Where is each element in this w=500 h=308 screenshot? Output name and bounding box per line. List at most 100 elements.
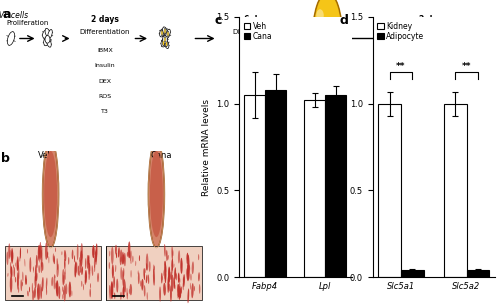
Text: 2 days: 2 days [91, 15, 119, 24]
Ellipse shape [128, 241, 130, 258]
Ellipse shape [170, 286, 172, 302]
Text: b: b [1, 152, 10, 165]
Ellipse shape [162, 36, 168, 43]
Ellipse shape [78, 265, 79, 276]
Ellipse shape [46, 38, 51, 47]
Ellipse shape [164, 244, 166, 257]
Ellipse shape [65, 269, 66, 274]
Bar [4, 246, 101, 300]
Ellipse shape [15, 277, 16, 282]
Text: d: d [340, 14, 348, 27]
Ellipse shape [146, 292, 148, 300]
Ellipse shape [118, 247, 120, 257]
Ellipse shape [168, 275, 169, 293]
Ellipse shape [154, 266, 155, 270]
Ellipse shape [130, 270, 132, 278]
Ellipse shape [149, 261, 150, 272]
Ellipse shape [148, 274, 149, 284]
Ellipse shape [27, 249, 28, 253]
Circle shape [164, 29, 166, 33]
Ellipse shape [114, 292, 116, 299]
Ellipse shape [188, 264, 190, 280]
Ellipse shape [163, 283, 166, 296]
Ellipse shape [40, 242, 42, 260]
Text: T3: T3 [254, 63, 262, 68]
Ellipse shape [188, 288, 189, 303]
Ellipse shape [188, 263, 190, 274]
Ellipse shape [89, 263, 90, 271]
Ellipse shape [183, 274, 185, 287]
Text: treatment: treatment [415, 45, 450, 51]
Ellipse shape [26, 278, 27, 285]
Ellipse shape [56, 264, 59, 277]
Ellipse shape [63, 275, 64, 285]
Circle shape [164, 37, 166, 42]
Ellipse shape [109, 285, 111, 300]
Ellipse shape [130, 284, 132, 295]
Ellipse shape [90, 288, 91, 297]
Text: Canagliflozin: Canagliflozin [410, 29, 455, 35]
Bar [265, 90, 286, 277]
Ellipse shape [45, 28, 50, 37]
Ellipse shape [32, 290, 34, 301]
Ellipse shape [41, 286, 42, 299]
Circle shape [148, 140, 164, 248]
Ellipse shape [161, 39, 166, 47]
Ellipse shape [40, 249, 42, 267]
Ellipse shape [174, 267, 176, 280]
Bar [466, 270, 489, 277]
Ellipse shape [88, 255, 90, 265]
Ellipse shape [52, 253, 54, 262]
Ellipse shape [126, 288, 128, 296]
Text: a: a [2, 8, 11, 21]
Ellipse shape [74, 261, 76, 278]
Ellipse shape [122, 270, 124, 287]
Circle shape [312, 0, 342, 85]
Ellipse shape [166, 250, 168, 261]
Ellipse shape [178, 272, 180, 282]
Ellipse shape [115, 265, 116, 272]
Ellipse shape [42, 277, 43, 292]
Ellipse shape [24, 259, 25, 267]
Ellipse shape [115, 245, 117, 254]
Text: 2 days: 2 days [418, 15, 446, 24]
Ellipse shape [164, 272, 166, 283]
Ellipse shape [129, 289, 130, 294]
Ellipse shape [92, 245, 94, 258]
Bar [106, 246, 202, 300]
Ellipse shape [188, 255, 190, 270]
Ellipse shape [65, 283, 68, 294]
Ellipse shape [120, 257, 122, 262]
Ellipse shape [36, 273, 38, 281]
Ellipse shape [16, 259, 18, 271]
Ellipse shape [34, 275, 36, 288]
Ellipse shape [178, 283, 180, 299]
Ellipse shape [32, 283, 33, 294]
Text: Analysis: Analysis [417, 116, 448, 124]
Ellipse shape [6, 252, 8, 265]
Ellipse shape [146, 253, 148, 271]
Ellipse shape [178, 250, 180, 264]
Circle shape [166, 42, 167, 46]
Ellipse shape [144, 268, 145, 280]
Ellipse shape [170, 274, 172, 280]
Ellipse shape [88, 259, 90, 275]
Ellipse shape [120, 267, 122, 280]
Ellipse shape [80, 258, 82, 265]
Ellipse shape [14, 267, 15, 277]
Ellipse shape [80, 250, 82, 267]
Ellipse shape [29, 287, 30, 292]
Ellipse shape [182, 283, 184, 290]
Ellipse shape [84, 279, 86, 285]
Ellipse shape [140, 281, 141, 286]
Ellipse shape [64, 259, 66, 270]
Ellipse shape [178, 273, 180, 283]
Ellipse shape [47, 251, 48, 258]
Ellipse shape [172, 250, 174, 256]
Ellipse shape [164, 261, 166, 266]
Ellipse shape [114, 276, 115, 288]
Ellipse shape [88, 269, 90, 280]
Ellipse shape [54, 275, 56, 278]
Circle shape [150, 151, 163, 237]
Text: DEX: DEX [98, 79, 112, 83]
